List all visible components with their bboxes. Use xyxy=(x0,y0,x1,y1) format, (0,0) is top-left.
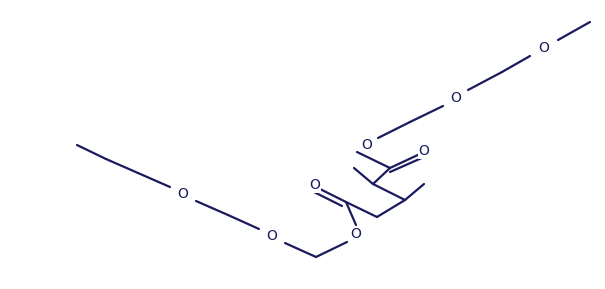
Text: O: O xyxy=(538,41,549,55)
Text: O: O xyxy=(350,227,361,241)
Text: O: O xyxy=(419,144,430,158)
Text: O: O xyxy=(310,178,321,192)
Text: O: O xyxy=(177,187,188,201)
Text: O: O xyxy=(362,138,373,152)
Text: O: O xyxy=(267,229,278,243)
Text: O: O xyxy=(451,91,462,105)
